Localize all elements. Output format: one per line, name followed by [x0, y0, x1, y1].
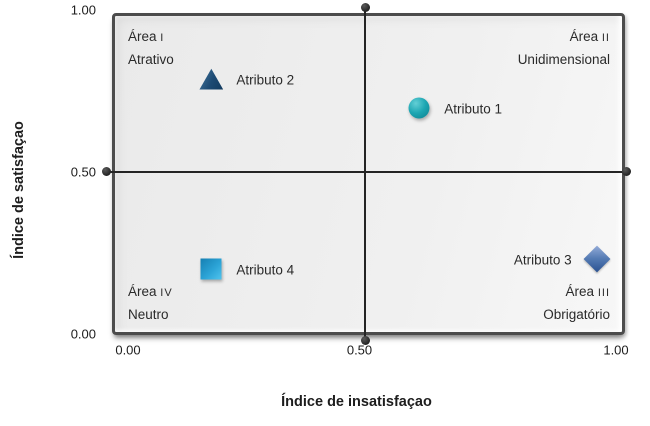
quadrant-area-line: Área IV: [128, 284, 173, 299]
plot-inner: Área I Atrativo Área II Unidimensional Área …: [102, 3, 631, 345]
square-marker-icon: [200, 258, 222, 280]
x-tick-label: 0.00: [115, 342, 141, 358]
quadrant-area-line: Área I: [128, 29, 165, 44]
quadrant-name: Atrativo: [128, 52, 174, 67]
data-point-label: Atributo 2: [236, 72, 295, 88]
y-tick-label: 1.00: [70, 2, 96, 18]
data-point-label: Atributo 1: [444, 101, 502, 117]
y-tick-label: 0.50: [70, 164, 96, 180]
quadrant-name: Neutro: [128, 307, 169, 322]
y-axis-title: Índice de satisfaçao: [11, 121, 27, 259]
x-tick-label: 0.50: [346, 342, 373, 358]
data-point-label: Atributo 4: [236, 262, 295, 278]
circle-marker-icon: [408, 97, 430, 119]
x-tick-label: 1.00: [603, 342, 629, 358]
quadrant-label-ii: Área II Unidimensional: [518, 26, 610, 70]
vertical-midline: [364, 4, 367, 344]
quadrant-name: Unidimensional: [517, 52, 610, 67]
quadrant-area-line: Área III: [565, 284, 610, 299]
data-point-label: Atributo 3: [513, 252, 572, 268]
horizontal-midline: [103, 170, 630, 173]
x-axis-title: Índice de insatisfaçao: [281, 394, 432, 410]
quadrant-label-iv: Área IV Neutro: [128, 281, 173, 325]
midline-top-dot: [360, 3, 370, 12]
y-tick-label: 0.00: [70, 326, 96, 342]
quadrant-label-iii: Área III Obrigatório: [543, 281, 610, 325]
quadrant-area-line: Área II: [569, 29, 610, 44]
midline-bottom-dot: [360, 336, 370, 345]
diamond-marker-icon: [583, 245, 611, 273]
midline-right-dot: [622, 167, 631, 177]
quadrant-name: Obrigatório: [543, 307, 610, 322]
triangle-marker-icon: [199, 68, 224, 90]
quadrant-label-i: Área I Atrativo: [128, 26, 174, 70]
midline-left-dot: [102, 167, 111, 177]
plot-area: Área I Atrativo Área II Unidimensional Área …: [102, 3, 631, 345]
